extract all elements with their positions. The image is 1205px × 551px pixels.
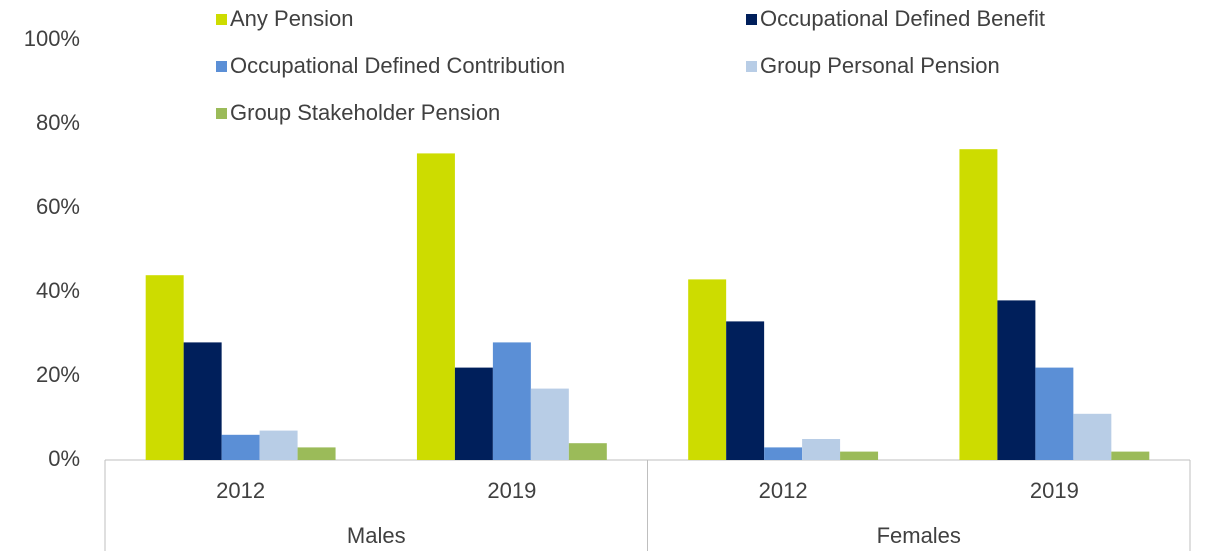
bar xyxy=(959,149,998,460)
legend-swatch xyxy=(216,61,227,72)
legend-swatch xyxy=(216,14,227,25)
y-tick-label: 40% xyxy=(36,278,80,303)
bar xyxy=(840,451,879,460)
legend-label: Any Pension xyxy=(230,6,354,31)
y-tick-label: 80% xyxy=(36,110,80,135)
bar xyxy=(1111,451,1150,460)
bar xyxy=(145,275,184,460)
y-tick-label: 60% xyxy=(36,194,80,219)
bar xyxy=(688,279,727,460)
legend-swatch xyxy=(746,14,757,25)
bar xyxy=(221,434,260,460)
y-tick-label: 100% xyxy=(24,26,80,51)
x-tick-label: 2012 xyxy=(216,478,265,503)
bar xyxy=(259,430,298,460)
bar xyxy=(568,443,607,460)
x-tick-label: 2012 xyxy=(759,478,808,503)
legend-swatch xyxy=(216,108,227,119)
bar xyxy=(997,300,1036,460)
bar xyxy=(802,439,841,460)
legend-label: Occupational Defined Contribution xyxy=(230,53,565,78)
bar xyxy=(1035,367,1074,460)
x-tick-label: 2019 xyxy=(487,478,536,503)
bar xyxy=(416,153,455,460)
legend-label: Occupational Defined Benefit xyxy=(760,6,1045,31)
x-tick-label: 2019 xyxy=(1030,478,1079,503)
y-tick-label: 0% xyxy=(48,446,80,471)
bar xyxy=(454,367,493,460)
bar xyxy=(1073,413,1112,460)
bar xyxy=(764,447,803,460)
group-label: Males xyxy=(347,523,406,548)
bar xyxy=(726,321,765,460)
bar xyxy=(492,342,531,460)
bar xyxy=(530,388,569,460)
group-label: Females xyxy=(877,523,961,548)
legend-label: Group Personal Pension xyxy=(760,53,1000,78)
y-tick-label: 20% xyxy=(36,362,80,387)
bar xyxy=(297,447,336,460)
legend-label: Group Stakeholder Pension xyxy=(230,100,500,125)
bar xyxy=(183,342,222,460)
legend-swatch xyxy=(746,61,757,72)
